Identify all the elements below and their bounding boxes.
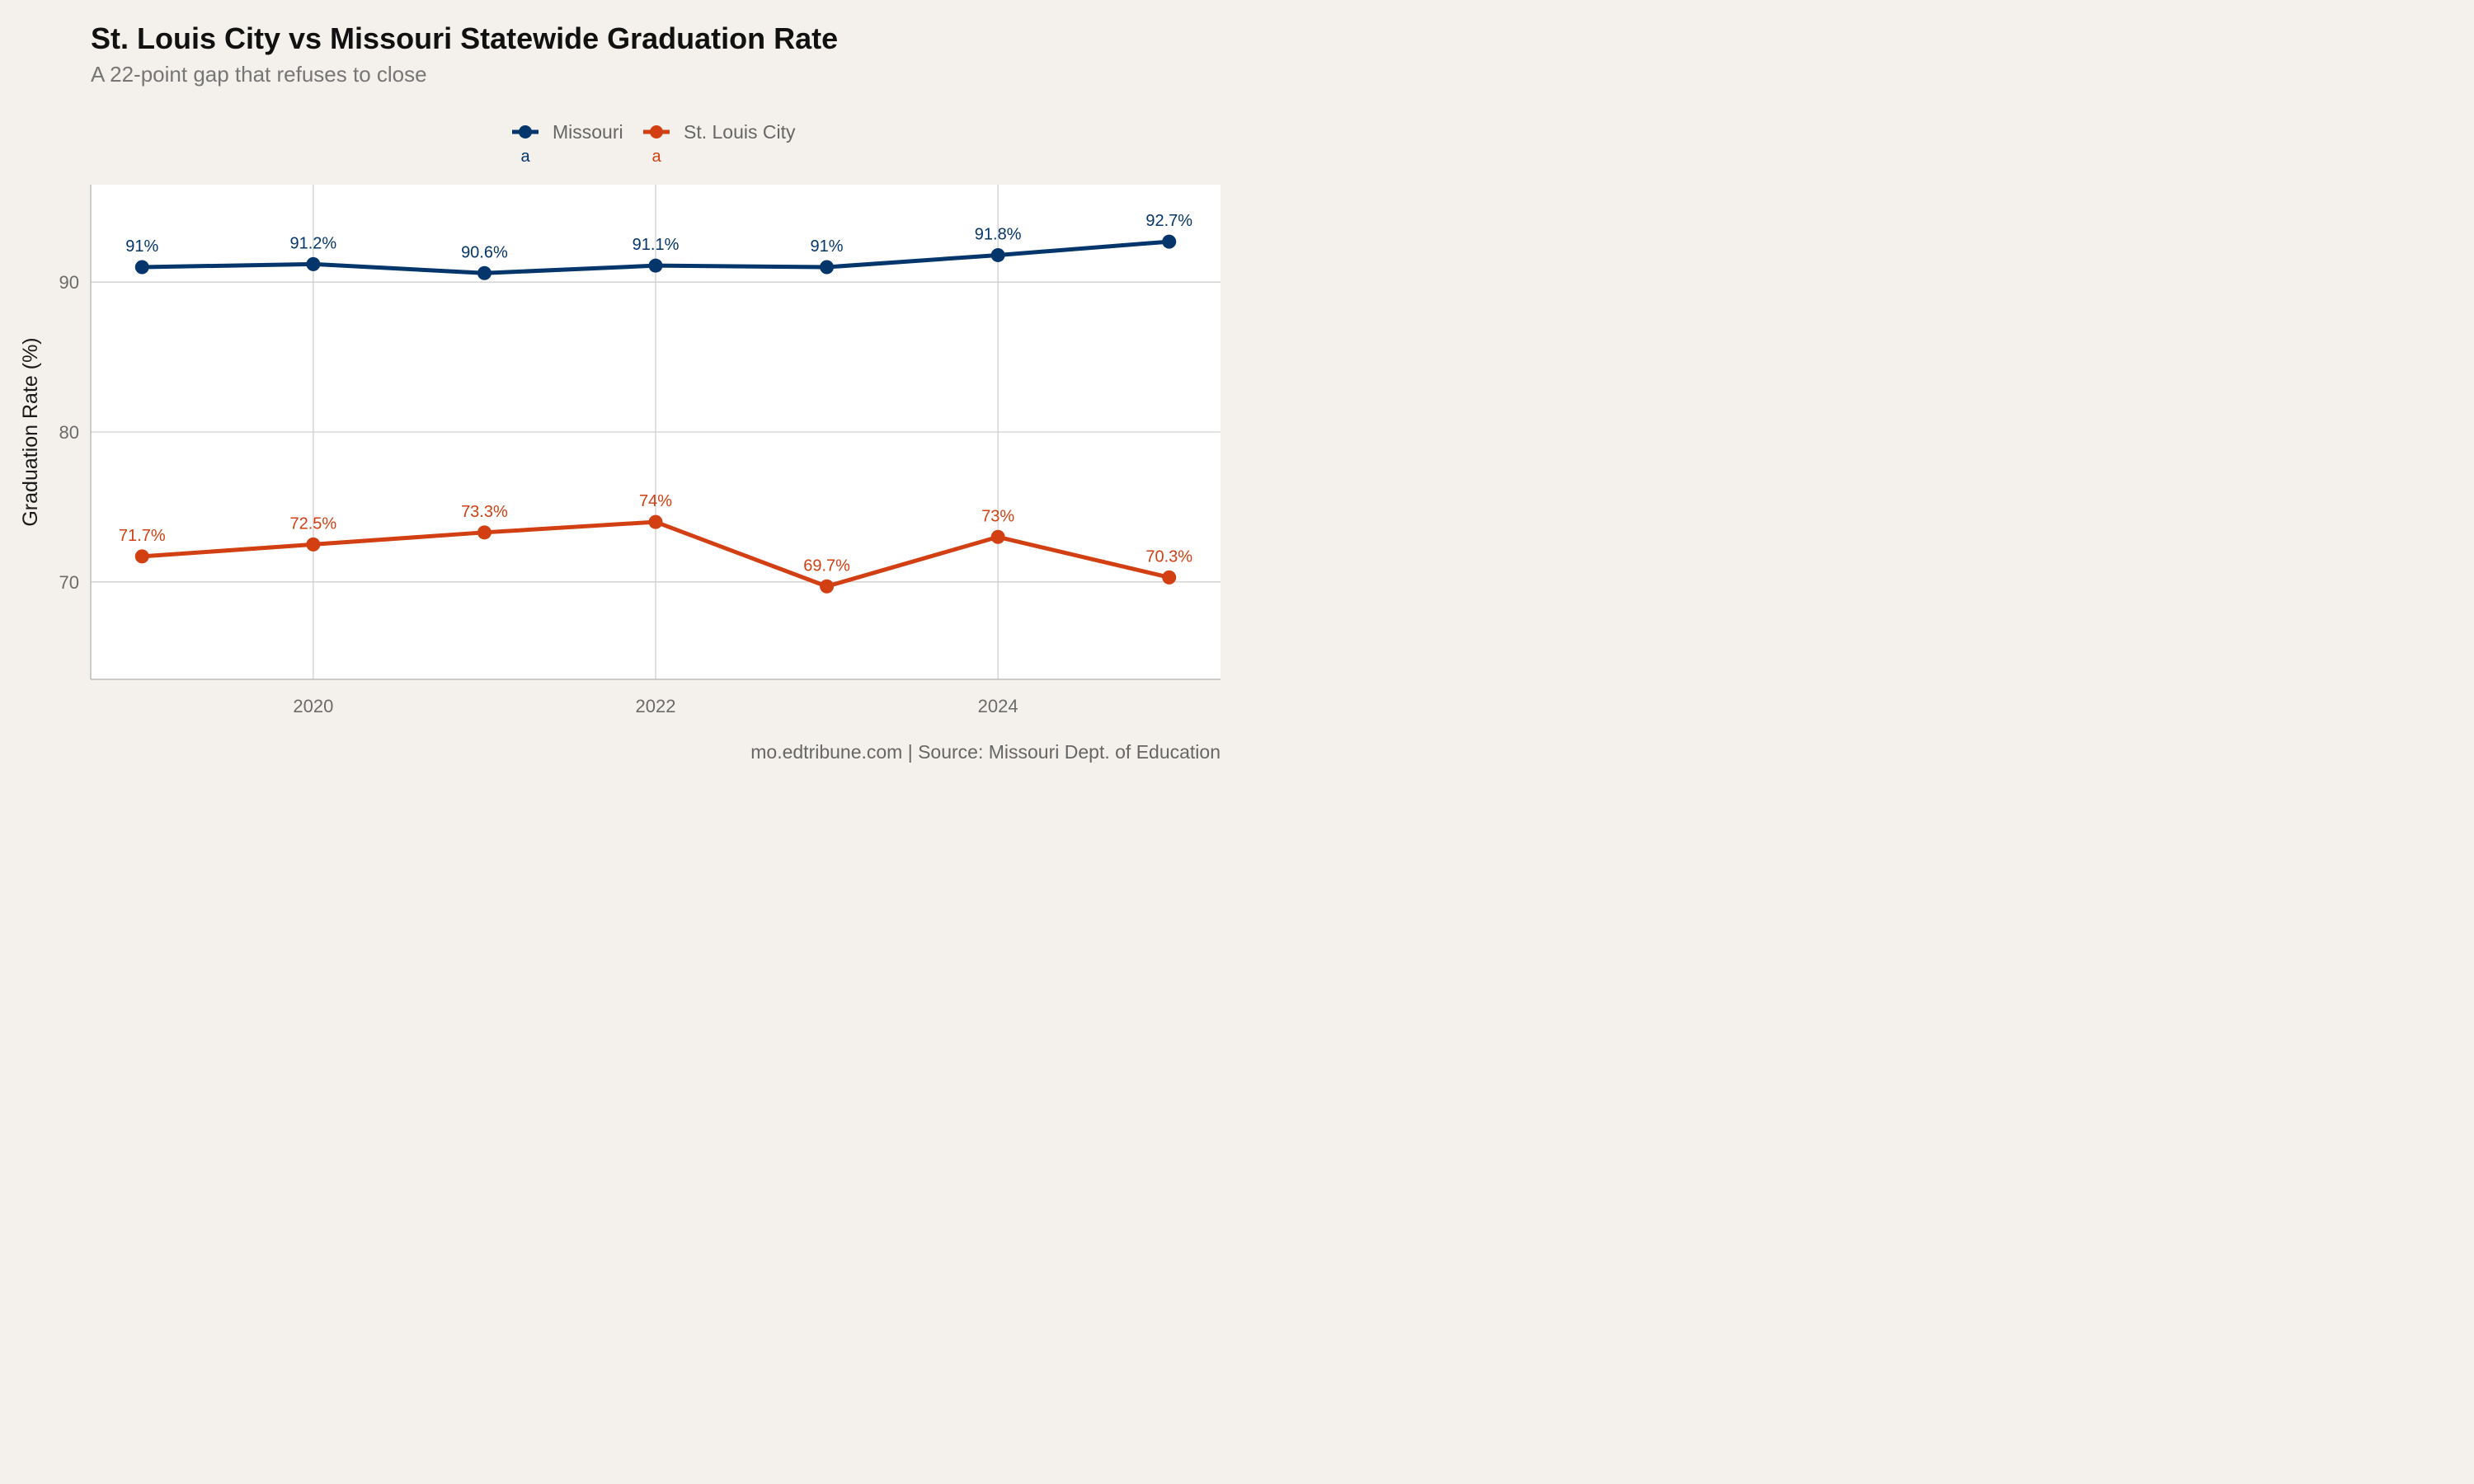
data-point (1162, 570, 1177, 585)
data-point (820, 579, 835, 594)
x-tick-label: 2022 (636, 696, 676, 716)
data-point (134, 260, 149, 275)
series-layer: 91% 91.2% 90.6% 91.1% 91% 91.8% 92.7% 71.7% 72.5… (119, 212, 1192, 594)
data-point (1162, 234, 1177, 249)
data-label: 70.3% (1145, 547, 1192, 566)
data-point (990, 529, 1005, 544)
y-tick-label: 90 (59, 272, 79, 293)
data-label: 91% (125, 237, 158, 256)
data-point (134, 549, 149, 564)
data-point (306, 256, 321, 271)
legend-key-label: a (651, 148, 661, 166)
data-label: 91.8% (975, 225, 1022, 243)
legend-label: St. Louis City (684, 121, 796, 143)
x-tick-label: 2020 (293, 696, 333, 716)
x-tick-labels: 2020 2022 2024 (293, 696, 1018, 716)
data-label: 74% (639, 492, 672, 510)
data-label: 91.1% (633, 236, 680, 254)
y-axis-title: Graduation Rate (%) (19, 337, 42, 526)
series-st-louis-city: 71.7% 72.5% 73.3% 74% 69.7% 73% 70.3% (119, 492, 1192, 594)
legend-item-missouri: a Missouri (512, 121, 623, 166)
data-label: 69.7% (803, 556, 850, 575)
data-label: 91.2% (289, 234, 336, 252)
data-point (477, 525, 492, 540)
data-label: 72.5% (289, 514, 336, 533)
legend-key-label: a (520, 148, 530, 166)
data-point (648, 258, 663, 273)
data-label: 71.7% (119, 527, 166, 545)
data-label: 90.6% (461, 243, 508, 261)
data-point (820, 260, 835, 275)
data-label: 73.3% (461, 503, 508, 521)
y-tick-labels: 70 80 90 (59, 272, 79, 593)
data-point (477, 265, 492, 280)
legend-swatch-point (650, 125, 663, 139)
x-tick-label: 2024 (978, 696, 1018, 716)
legend: a Missouri a St. Louis City (512, 121, 796, 166)
data-point (306, 537, 321, 552)
data-point (648, 514, 663, 529)
y-tick-label: 80 (59, 422, 79, 443)
line-chart: St. Louis City vs Missouri Statewide Gra… (19, 21, 1221, 763)
data-point (990, 247, 1005, 262)
chart-caption: mo.edtribune.com | Source: Missouri Dept… (750, 741, 1221, 763)
chart-subtitle: A 22-point gap that refuses to close (91, 62, 427, 87)
data-label: 92.7% (1145, 212, 1192, 230)
legend-item-st-louis-city: a St. Louis City (643, 121, 796, 166)
gridlines (91, 185, 1221, 679)
chart-title: St. Louis City vs Missouri Statewide Gra… (91, 21, 838, 55)
series-missouri: 91% 91.2% 90.6% 91.1% 91% 91.8% 92.7% (125, 212, 1192, 280)
data-label: 73% (981, 507, 1014, 525)
legend-label: Missouri (553, 121, 623, 143)
data-label: 91% (811, 237, 844, 256)
legend-swatch-point (519, 125, 532, 139)
y-tick-label: 70 (59, 572, 79, 593)
